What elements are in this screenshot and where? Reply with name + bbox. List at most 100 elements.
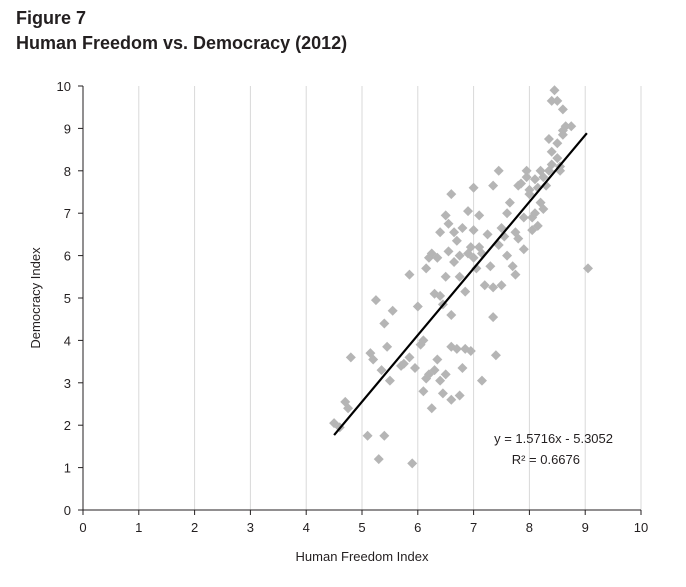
data-point: [437, 388, 448, 399]
data-point: [502, 208, 513, 219]
r-squared: R² = 0.6676: [512, 452, 580, 467]
x-tick-label: 6: [414, 520, 421, 535]
x-axis-ticks: 0 1 2 3 4 5 6 7 8 9 10: [79, 510, 648, 535]
data-point: [546, 95, 557, 106]
data-point: [496, 280, 507, 291]
data-point: [552, 95, 563, 106]
data-point: [538, 203, 549, 214]
data-point: [418, 386, 429, 397]
data-point: [485, 261, 496, 272]
data-point: [543, 134, 554, 144]
x-tick-label: 10: [634, 520, 648, 535]
data-point: [435, 375, 446, 386]
data-point: [412, 301, 423, 312]
data-point: [443, 246, 454, 257]
data-point: [435, 227, 446, 238]
data-point: [426, 403, 437, 414]
data-point: [373, 454, 384, 465]
data-point: [451, 343, 462, 354]
data-point: [446, 309, 457, 320]
data-point: [532, 220, 543, 231]
y-tick-label: 8: [64, 164, 71, 179]
data-point: [440, 369, 451, 380]
data-point: [560, 121, 571, 132]
data-point: [410, 362, 421, 373]
data-point: [407, 458, 418, 469]
data-point: [440, 210, 451, 221]
y-tick-label: 2: [64, 418, 71, 433]
x-tick-label: 9: [582, 520, 589, 535]
data-point: [418, 335, 429, 346]
y-tick-label: 0: [64, 503, 71, 518]
x-tick-label: 8: [526, 520, 533, 535]
data-point: [426, 248, 437, 259]
data-point: [404, 352, 415, 363]
data-point: [429, 365, 440, 376]
data-points: [329, 85, 593, 469]
y-tick-label: 10: [57, 79, 71, 94]
data-point: [476, 375, 487, 386]
data-point: [382, 341, 393, 352]
data-point: [457, 362, 468, 373]
trendline: [333, 132, 588, 436]
data-point: [465, 242, 476, 253]
data-point: [488, 312, 499, 323]
data-point: [476, 248, 487, 259]
data-point: [582, 263, 593, 274]
data-point: [513, 233, 524, 244]
data-point: [432, 354, 443, 365]
data-point: [465, 346, 476, 356]
data-point: [474, 210, 485, 221]
data-point: [440, 271, 451, 282]
data-point: [368, 354, 379, 365]
y-axis-label: Democracy Index: [28, 247, 43, 349]
data-point: [446, 394, 457, 405]
data-point: [454, 271, 465, 282]
x-tick-label: 5: [358, 520, 365, 535]
data-point: [362, 430, 373, 441]
data-point: [454, 250, 465, 261]
data-point: [345, 352, 356, 363]
data-point: [379, 430, 390, 441]
figure-label: Figure 7: [16, 8, 87, 28]
x-tick-label: 2: [191, 520, 198, 535]
data-point: [518, 212, 529, 223]
data-point: [446, 189, 457, 200]
regression-equation: y = 1.5716x - 5.3052: [494, 431, 613, 446]
data-point: [538, 172, 549, 183]
x-tick-label: 3: [247, 520, 254, 535]
y-tick-label: 3: [64, 376, 71, 391]
y-tick-label: 7: [64, 206, 71, 221]
data-point: [370, 295, 381, 306]
data-point: [504, 197, 515, 208]
data-point: [549, 85, 560, 96]
data-point: [507, 261, 518, 272]
data-point: [529, 174, 540, 185]
data-point: [552, 138, 563, 149]
y-tick-label: 9: [64, 121, 71, 136]
data-point: [546, 146, 557, 157]
y-tick-label: 6: [64, 249, 71, 264]
data-point: [524, 189, 535, 200]
data-point: [471, 263, 482, 274]
data-point: [518, 244, 529, 255]
x-tick-label: 0: [79, 520, 86, 535]
data-point: [557, 129, 568, 140]
trendline-path: [333, 132, 588, 436]
data-point: [566, 121, 577, 132]
data-point: [376, 365, 387, 376]
data-point: [387, 305, 398, 316]
chart-title: Human Freedom vs. Democracy (2012): [16, 33, 348, 53]
data-point: [493, 165, 504, 176]
data-point: [546, 159, 557, 170]
data-point: [488, 282, 499, 293]
data-point: [510, 269, 521, 280]
data-point: [468, 182, 479, 193]
data-point: [343, 403, 354, 414]
data-point: [451, 235, 462, 246]
data-point: [454, 390, 465, 401]
y-tick-label: 5: [64, 291, 71, 306]
data-point: [460, 286, 471, 297]
data-point: [482, 229, 493, 240]
